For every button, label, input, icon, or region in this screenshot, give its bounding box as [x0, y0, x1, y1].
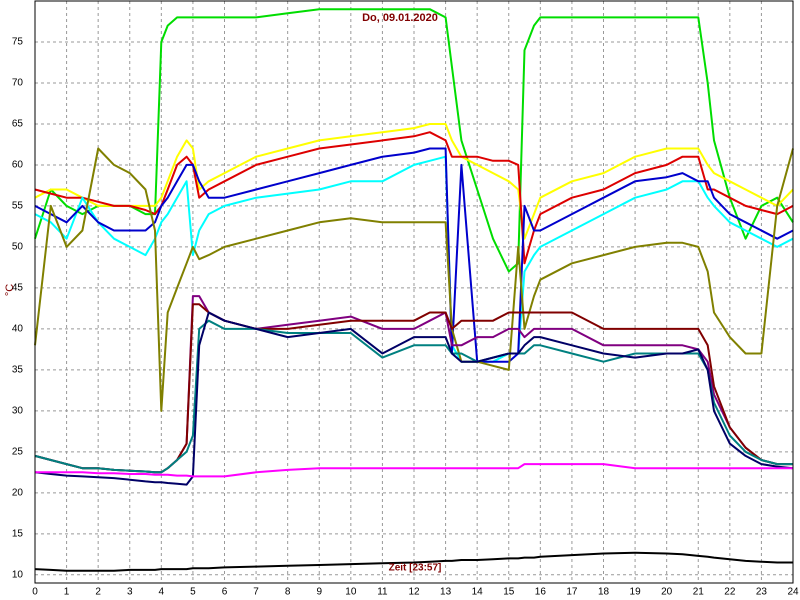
x-tick-label: 6 — [222, 587, 228, 598]
x-tick-label: 23 — [756, 587, 768, 598]
x-tick-label: 20 — [661, 587, 673, 598]
x-tick-label: 1 — [64, 587, 70, 598]
x-tick-label: 21 — [693, 587, 705, 598]
y-tick-label: 20 — [12, 487, 24, 498]
series-line — [34, 319, 793, 474]
x-tick-label: 22 — [724, 587, 736, 598]
grid — [34, 1, 794, 583]
x-tick-label: 16 — [535, 587, 547, 598]
x-tick-label: 18 — [598, 587, 610, 598]
y-tick-label: 25 — [12, 446, 24, 457]
series-line — [34, 147, 794, 363]
x-tick-label: 14 — [472, 587, 484, 598]
x-tick-label: 3 — [127, 587, 133, 598]
y-tick-label: 35 — [12, 365, 24, 376]
series-line — [34, 551, 793, 572]
x-tick-label: 8 — [285, 587, 291, 598]
x-tick-label: 12 — [408, 587, 420, 598]
x-tick-label: 10 — [345, 587, 357, 598]
y-axis-label: °C — [4, 284, 16, 296]
series-line — [34, 123, 794, 240]
y-tick-label: 15 — [12, 528, 24, 539]
y-tick-label: 65 — [12, 119, 24, 130]
y-tick-label: 50 — [12, 242, 24, 253]
x-tick-label: 7 — [253, 587, 259, 598]
chart-title: Do, 09.01.2020 — [362, 12, 438, 24]
x-tick-label: 0 — [32, 587, 38, 598]
series-line — [35, 463, 793, 478]
x-tick-label: 13 — [440, 587, 452, 598]
x-tick-label: 11 — [377, 587, 388, 598]
lines — [34, 8, 794, 572]
series-line — [34, 311, 794, 486]
x-tick-label: 5 — [190, 587, 196, 598]
x-tick-label: 15 — [503, 587, 515, 598]
x-axis-label: Zeit [23:57] — [389, 563, 442, 574]
x-tick-label: 9 — [316, 587, 322, 598]
series-line — [34, 147, 794, 412]
y-tick-label: 55 — [12, 201, 24, 212]
y-tick-label: 10 — [12, 569, 24, 580]
x-tick-label: 19 — [630, 587, 642, 598]
y-tick-label: 75 — [12, 37, 24, 48]
series-line — [34, 155, 794, 363]
x-tick-label: 2 — [95, 587, 101, 598]
y-tick-label: 40 — [12, 324, 24, 335]
x-tick-label: 4 — [159, 587, 165, 598]
plot-frame — [34, 0, 794, 584]
y-tick-label: 70 — [12, 78, 24, 89]
y-tick-label: 45 — [12, 283, 24, 294]
y-tick-label: 60 — [12, 160, 24, 171]
x-tick-label: 24 — [787, 587, 799, 598]
y-tick-label: 30 — [12, 405, 24, 416]
x-tick-label: 17 — [566, 587, 578, 598]
